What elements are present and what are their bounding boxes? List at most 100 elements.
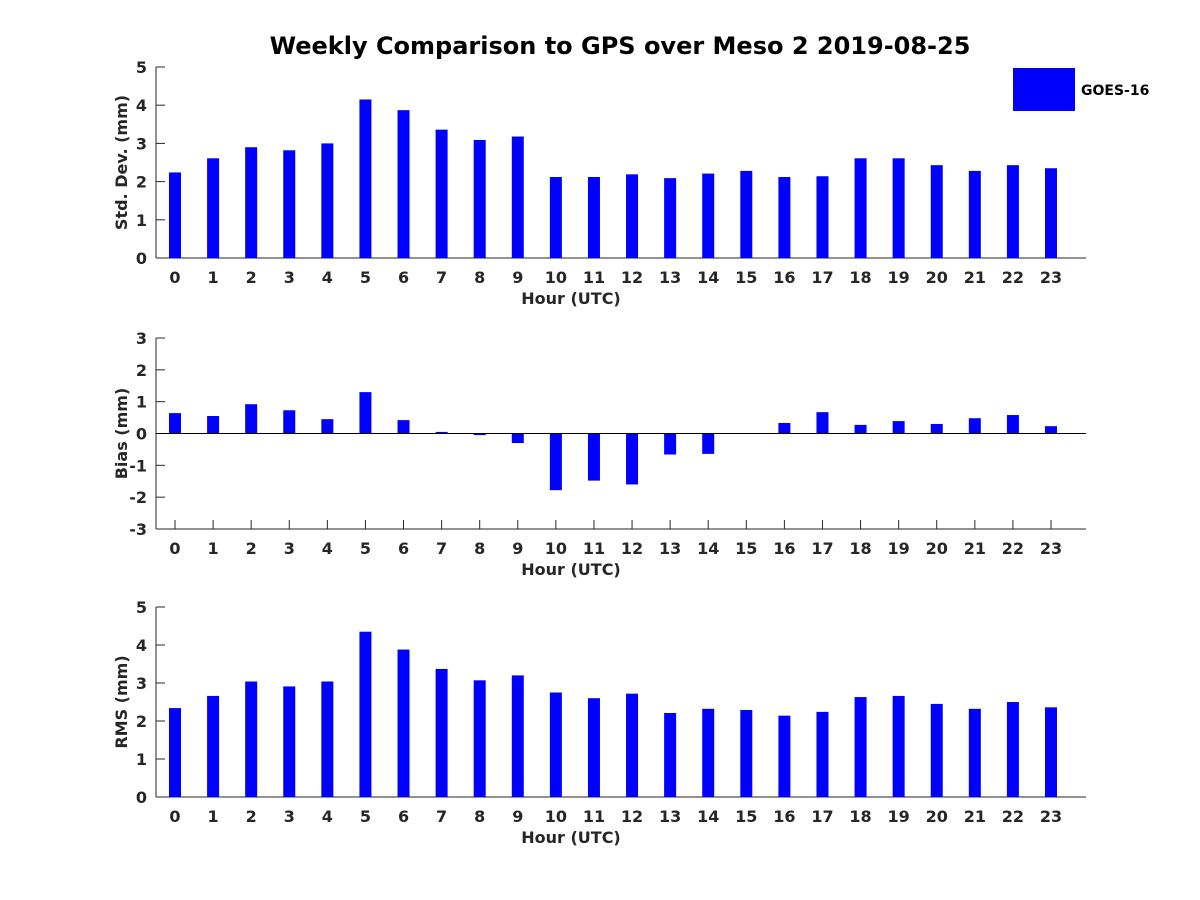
x-tick-label: 19 — [888, 807, 910, 826]
x-tick-label: 18 — [849, 268, 871, 287]
x-tick-label: 2 — [246, 268, 257, 287]
x-tick-label: 12 — [621, 539, 643, 558]
bar-hour-12 — [626, 174, 639, 258]
bar-hour-10 — [549, 177, 562, 258]
bar-hour-6 — [397, 420, 410, 434]
x-tick-label: 11 — [583, 268, 605, 287]
bar-hour-22 — [1006, 415, 1019, 434]
bar-hour-20 — [930, 165, 943, 258]
x-tick-label: 22 — [1002, 268, 1024, 287]
y-axis-label: RMS (mm) — [112, 655, 131, 748]
bar-hour-14 — [702, 173, 715, 258]
bar-hour-0 — [169, 172, 181, 258]
bar-hour-8 — [473, 433, 486, 436]
bar-hour-11 — [587, 433, 600, 481]
x-tick-label: 6 — [398, 539, 409, 558]
x-tick-label: 23 — [1040, 268, 1062, 287]
y-tick-label: 1 — [136, 750, 147, 769]
y-tick-label: 5 — [136, 58, 147, 77]
bar-hour-16 — [778, 422, 791, 434]
x-tick-label: 1 — [208, 268, 219, 287]
bar-hour-22 — [1006, 165, 1019, 258]
bar-hour-20 — [930, 423, 943, 434]
x-tick-label: 13 — [659, 807, 681, 826]
bar-hour-9 — [511, 136, 524, 258]
x-tick-label: 14 — [697, 539, 719, 558]
x-tick-label: 19 — [888, 268, 910, 287]
bar-hour-15 — [740, 170, 753, 258]
bar-hour-2 — [245, 681, 258, 797]
bar-hour-18 — [854, 424, 867, 434]
x-tick-label: 20 — [926, 268, 948, 287]
bar-hour-5 — [359, 631, 372, 797]
x-tick-label: 22 — [1002, 539, 1024, 558]
x-tick-label: 7 — [436, 268, 447, 287]
x-tick-label: 7 — [436, 807, 447, 826]
x-tick-label: 16 — [773, 268, 795, 287]
bar-hour-2 — [245, 404, 258, 434]
x-tick-label: 8 — [474, 268, 485, 287]
bar-hour-22 — [1006, 702, 1019, 797]
bar-hour-1 — [207, 158, 220, 258]
x-tick-label: 4 — [322, 539, 333, 558]
x-tick-label: 1 — [208, 807, 219, 826]
bar-hour-17 — [816, 711, 829, 797]
bar-hour-4 — [321, 143, 334, 258]
bar-hour-15 — [740, 709, 753, 797]
x-tick-label: 10 — [545, 807, 567, 826]
x-tick-label: 18 — [849, 539, 871, 558]
bar-hour-16 — [778, 177, 791, 258]
bar-hour-3 — [283, 686, 296, 797]
bar-hour-12 — [626, 693, 639, 797]
y-tick-label: 1 — [136, 211, 147, 230]
bar-hour-23 — [1045, 707, 1057, 797]
y-tick-label: 3 — [136, 329, 147, 348]
y-tick-label: 2 — [136, 712, 147, 731]
y-tick-label: 0 — [136, 425, 147, 444]
bar-hour-6 — [397, 649, 410, 797]
x-tick-label: 3 — [284, 807, 295, 826]
x-tick-label: 1 — [208, 539, 219, 558]
bar-hour-13 — [664, 178, 677, 258]
bar-hour-21 — [968, 708, 981, 797]
bar-hour-12 — [626, 433, 639, 485]
bar-hour-7 — [435, 129, 448, 258]
bar-hour-1 — [207, 695, 220, 797]
x-tick-label: 9 — [512, 807, 523, 826]
x-tick-label: 18 — [849, 807, 871, 826]
bar-hour-19 — [892, 695, 905, 797]
y-tick-label: 0 — [136, 249, 147, 268]
x-tick-label: 15 — [735, 539, 757, 558]
bar-hour-21 — [968, 418, 981, 434]
bar-hour-13 — [664, 713, 677, 797]
x-tick-label: 10 — [545, 539, 567, 558]
x-tick-label: 20 — [926, 539, 948, 558]
x-tick-label: 20 — [926, 807, 948, 826]
x-tick-label: 13 — [659, 539, 681, 558]
bar-hour-0 — [169, 413, 181, 434]
y-tick-label: 2 — [136, 361, 147, 380]
legend: GOES-16 — [1013, 68, 1149, 111]
x-tick-label: 6 — [398, 807, 409, 826]
x-tick-label: 17 — [811, 268, 833, 287]
x-tick-label: 0 — [169, 539, 180, 558]
x-tick-label: 21 — [964, 539, 986, 558]
x-tick-label: 8 — [474, 807, 485, 826]
x-tick-label: 11 — [583, 539, 605, 558]
y-tick-label: 5 — [136, 598, 147, 617]
bar-hour-3 — [283, 410, 296, 434]
bar-hour-4 — [321, 681, 334, 797]
bar-hour-7 — [435, 431, 448, 434]
bar-hour-1 — [207, 415, 220, 434]
bar-hour-17 — [816, 176, 829, 258]
bar-hour-14 — [702, 708, 715, 797]
y-tick-label: 2 — [136, 173, 147, 192]
x-axis-label: Hour (UTC) — [521, 289, 621, 308]
x-tick-label: 6 — [398, 268, 409, 287]
y-tick-label: 3 — [136, 674, 147, 693]
bar-hour-18 — [854, 158, 867, 258]
